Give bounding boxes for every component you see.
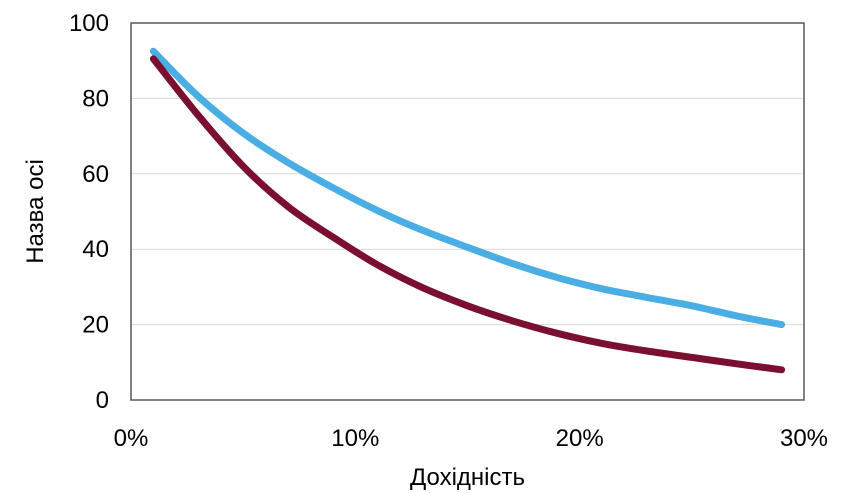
- x-axis-ticks: 0% 10% 20% 30%: [114, 425, 828, 452]
- y-axis-ticks: 0 20 40 60 80 100: [69, 10, 109, 414]
- y-tick-label: 40: [82, 236, 109, 263]
- plot-area-frame: [130, 22, 805, 401]
- x-tick-label: 30%: [780, 425, 828, 452]
- gridlines: [131, 97, 804, 326]
- x-axis-title: Дохідність: [410, 464, 525, 491]
- series-line-2: [149, 55, 786, 374]
- y-tick-label: 20: [82, 312, 109, 339]
- y-tick-label: 80: [82, 85, 109, 112]
- y-axis-title: Назва осі: [22, 159, 49, 264]
- y-tick-label: 100: [69, 10, 109, 37]
- series-layer: [149, 47, 786, 374]
- y-tick-label: 0: [96, 387, 109, 414]
- y-tick-label: 60: [82, 161, 109, 188]
- x-tick-label: 0%: [114, 425, 149, 452]
- x-tick-label: 10%: [331, 425, 379, 452]
- x-tick-label: 20%: [556, 425, 604, 452]
- series-line-1: [149, 47, 786, 329]
